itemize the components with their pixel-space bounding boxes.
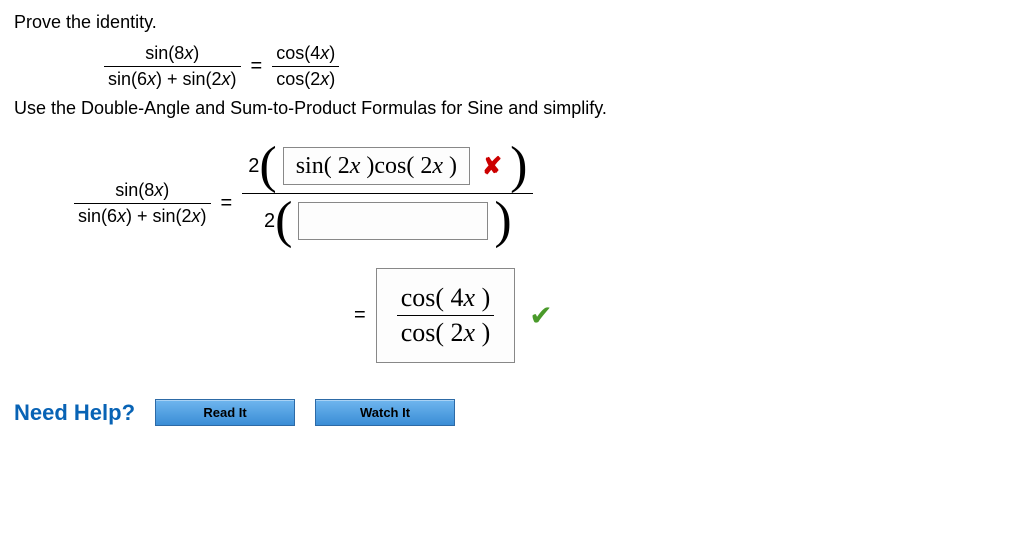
work-rhs-numerator-row: 2 ( sin( 2x )cos( 2x ) ✘ ) (242, 145, 533, 187)
work-rhs-fraction: 2 ( sin( 2x )cos( 2x ) ✘ ) 2 ( ) (242, 145, 533, 242)
equals-sign: = (354, 304, 366, 327)
final-fraction: cos( 4x ) cos( 2x ) (397, 283, 495, 348)
identity-lhs-den: sin(6x) + sin(2x) (104, 67, 241, 90)
work-lhs-den: sin(6x) + sin(2x) (74, 204, 211, 227)
denominator-answer-input[interactable] (298, 202, 488, 240)
prompt-text: Prove the identity. (14, 12, 1010, 33)
correct-icon: ✔ (529, 299, 552, 332)
final-answer-input[interactable]: cos( 4x ) cos( 2x ) (376, 268, 516, 363)
identity-lhs-num: sin(8x) (104, 43, 241, 67)
identity-lhs-fraction: sin(8x) sin(6x) + sin(2x) (104, 43, 241, 90)
work-rhs-denominator-row: 2 ( ) (242, 200, 533, 242)
equals-sign: = (251, 55, 263, 78)
work-step-2: = cos( 4x ) cos( 2x ) ✔ (344, 268, 1010, 363)
final-den: cos( 2x ) (397, 316, 495, 348)
work-lhs-num: sin(8x) (74, 180, 211, 204)
final-num: cos( 4x ) (397, 283, 495, 316)
coef-2-num: 2 (248, 155, 259, 178)
instruction-text: Use the Double-Angle and Sum-to-Product … (14, 98, 1010, 119)
equals-sign: = (221, 192, 233, 215)
numerator-answer-input[interactable]: sin( 2x )cos( 2x ) (283, 147, 470, 185)
help-row: Need Help? Read It Watch It (14, 399, 1010, 426)
coef-2-den: 2 (264, 210, 275, 233)
identity-rhs-num: cos(4x) (272, 43, 339, 67)
identity-rhs-den: cos(2x) (272, 67, 339, 90)
work-step-1: sin(8x) sin(6x) + sin(2x) = 2 ( sin( 2x … (74, 145, 1010, 242)
work-lhs-fraction: sin(8x) sin(6x) + sin(2x) (74, 180, 211, 227)
watch-it-button[interactable]: Watch It (315, 399, 455, 426)
identity-equation: sin(8x) sin(6x) + sin(2x) = cos(4x) cos(… (104, 43, 1010, 90)
identity-rhs-fraction: cos(4x) cos(2x) (272, 43, 339, 90)
read-it-button[interactable]: Read It (155, 399, 295, 426)
wrong-icon: ✘ (482, 152, 502, 181)
need-help-label: Need Help? (14, 400, 135, 426)
